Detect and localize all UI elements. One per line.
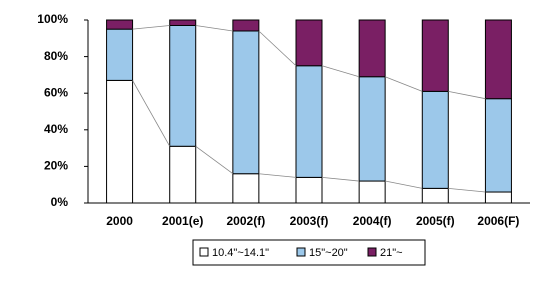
x-tick-label: 2002(f) — [227, 214, 266, 228]
bar-segment — [421, 187, 449, 204]
bar-segment — [295, 65, 323, 178]
bar-segment — [421, 19, 449, 92]
bar-segment — [232, 19, 260, 32]
y-tick-label: 20% — [44, 159, 68, 173]
connector-line — [448, 90, 486, 100]
x-tick-label: 2006(F) — [477, 214, 519, 228]
y-tick-label: 100% — [37, 12, 68, 26]
connector-line — [384, 76, 423, 92]
legend-swatch — [296, 247, 306, 257]
legend-label: 21"~ — [380, 247, 403, 259]
x-tick-label: 2000 — [106, 214, 133, 228]
y-tick-label: 40% — [44, 122, 68, 136]
legend-swatch — [199, 247, 209, 257]
bar-segment — [232, 30, 260, 175]
x-tick-label: 2003(f) — [290, 214, 329, 228]
legend-box — [192, 239, 426, 266]
bar-segment — [295, 19, 323, 67]
connector-line — [258, 173, 297, 178]
connector-line — [132, 80, 171, 147]
bar-segment — [295, 176, 323, 204]
legend-label: 10.4"~14.1" — [212, 247, 269, 259]
y-tick-label: 0% — [51, 195, 69, 209]
y-tick-label: 80% — [44, 49, 68, 63]
x-tick-label: 2005(f) — [416, 214, 455, 228]
connector-line — [448, 187, 486, 193]
connector-line — [195, 25, 233, 32]
bar-segment — [484, 19, 512, 100]
bar-segment — [106, 79, 134, 204]
bar-segment — [169, 24, 197, 147]
connector-line — [385, 180, 423, 189]
connector-line — [132, 25, 170, 30]
bar-segment — [484, 191, 512, 204]
y-tick-label: 60% — [44, 85, 68, 99]
bar-segment — [358, 180, 386, 204]
bar-segment — [106, 19, 134, 30]
bar-segment — [169, 145, 197, 204]
connector-line — [321, 176, 360, 182]
bar-segment — [358, 76, 386, 182]
connector-line — [321, 65, 360, 78]
x-tick-label: 2001(e) — [162, 214, 203, 228]
legend-swatch — [367, 247, 377, 257]
bar-segment — [106, 28, 134, 81]
bar-segment — [421, 90, 449, 189]
bar-segment — [169, 19, 197, 26]
bar-segment — [484, 98, 512, 193]
connector-line — [258, 30, 297, 67]
x-tick-label: 2004(f) — [353, 214, 392, 228]
bar-segment — [232, 173, 260, 204]
legend-label: 15"~20" — [309, 247, 348, 259]
connector-line — [195, 145, 234, 175]
bar-segment — [358, 19, 386, 78]
